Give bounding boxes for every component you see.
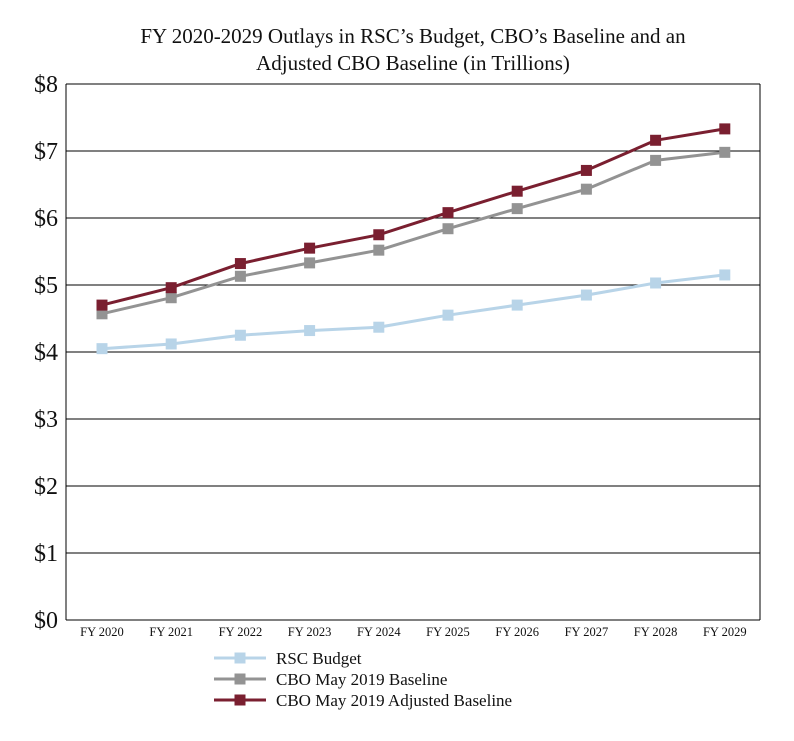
x-tick-label: FY 2027	[565, 625, 609, 639]
data-point	[165, 338, 177, 350]
data-point	[304, 257, 316, 269]
chart-title: FY 2020-2029 Outlays in RSC’s Budget, CB…	[140, 24, 686, 75]
x-tick-label: FY 2023	[288, 625, 332, 639]
y-tick-label: $3	[34, 407, 58, 433]
data-point	[580, 164, 592, 176]
series-2	[96, 146, 731, 320]
data-point	[719, 269, 731, 281]
legend-label: CBO May 2019 Adjusted Baseline	[276, 691, 512, 710]
x-axis-tick-labels: FY 2020 FY 2021 FY 2022 FY 2023 FY 2024 FY 20…	[80, 625, 746, 639]
series-line	[101, 273, 725, 351]
data-point	[304, 242, 316, 254]
x-tick-label: FY 2028	[634, 625, 678, 639]
data-point	[442, 309, 454, 321]
data-point	[650, 277, 662, 289]
legend-swatch-marker	[234, 673, 246, 685]
legend-swatch-marker	[234, 652, 246, 664]
x-tick-label: FY 2029	[703, 625, 747, 639]
series-3	[96, 123, 731, 311]
data-point	[165, 282, 177, 294]
legend-item-1: RSC Budget	[214, 649, 362, 668]
x-tick-label: FY 2022	[219, 625, 263, 639]
y-tick-label: $6	[34, 206, 58, 232]
data-point	[511, 185, 523, 197]
data-point	[719, 123, 731, 135]
y-axis-tick-labels: $0 $1 $2 $3 $4 $5 $6 $7 $8	[34, 72, 58, 634]
legend-label: CBO May 2019 Baseline	[276, 670, 447, 689]
y-tick-label: $4	[34, 340, 58, 366]
x-tick-label: FY 2024	[357, 625, 401, 639]
series-lines	[96, 123, 731, 355]
data-point	[304, 325, 316, 337]
y-tick-label: $5	[34, 273, 58, 299]
data-point	[650, 134, 662, 146]
legend-item-3: CBO May 2019 Adjusted Baseline	[214, 691, 512, 710]
y-tick-label: $0	[34, 608, 58, 634]
legend-label: RSC Budget	[276, 649, 362, 668]
series-line	[101, 150, 725, 316]
y-tick-label: $7	[34, 139, 58, 165]
legend-item-2: CBO May 2019 Baseline	[214, 670, 447, 689]
data-point	[580, 289, 592, 301]
x-tick-label: FY 2026	[495, 625, 539, 639]
data-point	[373, 229, 385, 241]
series-1	[96, 269, 731, 355]
data-point	[650, 154, 662, 166]
data-point	[511, 203, 523, 215]
data-point	[96, 343, 108, 355]
x-tick-label: FY 2020	[80, 625, 124, 639]
x-tick-label: FY 2021	[149, 625, 193, 639]
y-tick-label: $2	[34, 474, 58, 500]
data-point	[580, 183, 592, 195]
data-point	[96, 308, 108, 320]
data-point	[719, 146, 731, 158]
data-point	[442, 207, 454, 219]
data-point	[234, 258, 246, 270]
data-point	[234, 329, 246, 341]
data-point	[442, 223, 454, 235]
data-point	[373, 244, 385, 256]
chart-title-line-2: Adjusted CBO Baseline (in Trillions)	[256, 51, 570, 75]
data-point	[373, 321, 385, 333]
data-point	[511, 299, 523, 311]
data-point	[165, 292, 177, 304]
legend: RSC Budget CBO May 2019 Baseline CBO May 2…	[214, 649, 512, 710]
data-point	[96, 299, 108, 311]
series-line	[101, 127, 726, 307]
legend-swatch-marker	[234, 694, 246, 706]
data-point	[234, 270, 246, 282]
y-tick-label: $8	[34, 72, 58, 98]
chart-title-line-1: FY 2020-2029 Outlays in RSC’s Budget, CB…	[140, 24, 686, 48]
x-tick-label: FY 2025	[426, 625, 470, 639]
y-tick-label: $1	[34, 541, 58, 567]
plot-area	[65, 84, 761, 620]
